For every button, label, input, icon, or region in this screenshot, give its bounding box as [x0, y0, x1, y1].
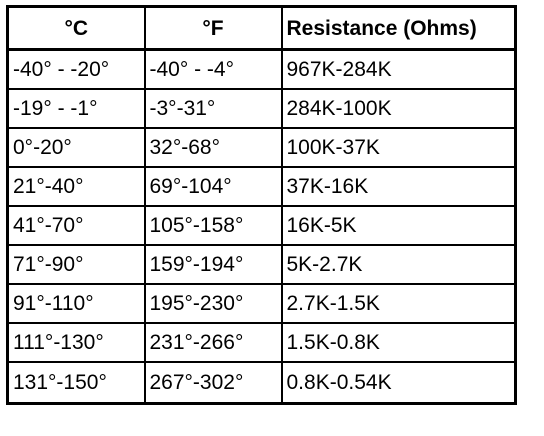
table-row: 21°-40° 69°-104° 37K-16K — [6, 165, 517, 207]
celsius-cell: -40° - -20° — [6, 48, 146, 90]
table-body: -40° - -20° -40° - -4° 967K-284K -19° - … — [6, 48, 517, 405]
celsius-cell: 131°-150° — [6, 360, 146, 405]
resistance-cell: 2.7K-1.5K — [280, 282, 517, 324]
header-resistance: Resistance (Ohms) — [280, 5, 517, 51]
table-row: -40° - -20° -40° - -4° 967K-284K — [6, 48, 517, 90]
fahrenheit-cell: 195°-230° — [143, 282, 283, 324]
resistance-cell: 100K-37K — [280, 126, 517, 168]
table-row: 111°-130° 231°-266° 1.5K-0.8K — [6, 321, 517, 363]
resistance-cell: 37K-16K — [280, 165, 517, 207]
celsius-cell: -19° - -1° — [6, 87, 146, 129]
celsius-cell: 91°-110° — [6, 282, 146, 324]
table-row: 0°-20° 32°-68° 100K-37K — [6, 126, 517, 168]
table-row: 41°-70° 105°-158° 16K-5K — [6, 204, 517, 246]
celsius-cell: 111°-130° — [6, 321, 146, 363]
fahrenheit-cell: 32°-68° — [143, 126, 283, 168]
header-row: °C °F Resistance (Ohms) — [6, 5, 517, 51]
header-fahrenheit: °F — [143, 5, 283, 51]
resistance-cell: 1.5K-0.8K — [280, 321, 517, 363]
table-header: °C °F Resistance (Ohms) — [6, 5, 517, 51]
table-row: 91°-110° 195°-230° 2.7K-1.5K — [6, 282, 517, 324]
fahrenheit-cell: 231°-266° — [143, 321, 283, 363]
fahrenheit-cell: 267°-302° — [143, 360, 283, 405]
resistance-cell: 284K-100K — [280, 87, 517, 129]
fahrenheit-cell: -3°-31° — [143, 87, 283, 129]
celsius-cell: 21°-40° — [6, 165, 146, 207]
resistance-cell: 0.8K-0.54K — [280, 360, 517, 405]
celsius-cell: 0°-20° — [6, 126, 146, 168]
table-row: 71°-90° 159°-194° 5K-2.7K — [6, 243, 517, 285]
table-row: -19° - -1° -3°-31° 284K-100K — [6, 87, 517, 129]
fahrenheit-cell: 105°-158° — [143, 204, 283, 246]
fahrenheit-cell: 69°-104° — [143, 165, 283, 207]
temperature-resistance-table: °C °F Resistance (Ohms) -40° - -20° -40°… — [6, 5, 517, 405]
resistance-cell: 967K-284K — [280, 48, 517, 90]
table-row: 131°-150° 267°-302° 0.8K-0.54K — [6, 360, 517, 405]
celsius-cell: 41°-70° — [6, 204, 146, 246]
resistance-cell: 16K-5K — [280, 204, 517, 246]
celsius-cell: 71°-90° — [6, 243, 146, 285]
fahrenheit-cell: 159°-194° — [143, 243, 283, 285]
header-celsius: °C — [6, 5, 146, 51]
resistance-cell: 5K-2.7K — [280, 243, 517, 285]
fahrenheit-cell: -40° - -4° — [143, 48, 283, 90]
temperature-resistance-table-container: °C °F Resistance (Ohms) -40° - -20° -40°… — [6, 5, 517, 405]
